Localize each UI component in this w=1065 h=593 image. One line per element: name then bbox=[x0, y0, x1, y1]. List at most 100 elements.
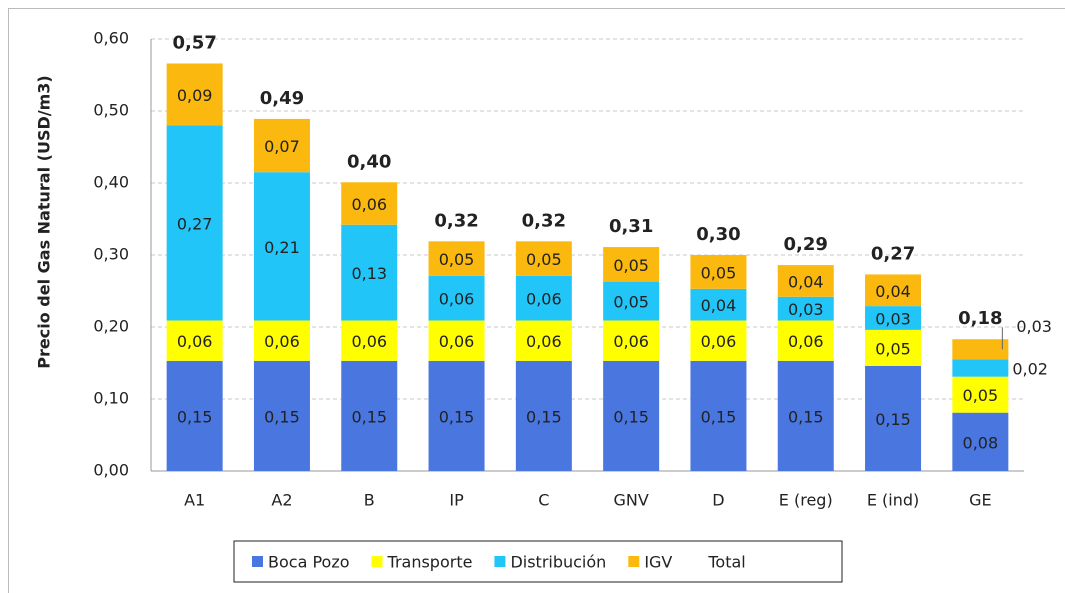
total-label: 0,27 bbox=[871, 243, 915, 264]
bar-segment bbox=[515, 320, 572, 361]
data-label: 0,06 bbox=[439, 290, 475, 309]
bar-segment bbox=[428, 241, 485, 276]
total-label: 0,30 bbox=[696, 224, 740, 245]
bar-segment bbox=[515, 241, 572, 276]
legend-label: Transporte bbox=[387, 553, 473, 572]
bar-segment bbox=[341, 224, 398, 321]
data-label: 0,03 bbox=[875, 310, 911, 329]
data-label: 0,15 bbox=[875, 410, 911, 429]
data-label: 0,07 bbox=[264, 137, 300, 156]
y-tick-label: 0,00 bbox=[93, 461, 129, 480]
bar-segment bbox=[166, 125, 223, 321]
data-label: 0,06 bbox=[701, 332, 737, 351]
bar-segment bbox=[865, 329, 922, 366]
x-tick-label: D bbox=[712, 491, 724, 510]
bar-segment bbox=[253, 118, 310, 173]
legend-swatch bbox=[371, 556, 383, 567]
bar-segment bbox=[515, 275, 572, 321]
total-label: 0,32 bbox=[522, 210, 566, 231]
legend-label: Total bbox=[707, 553, 745, 572]
data-label: 0,05 bbox=[875, 339, 911, 358]
y-tick-label: 0,40 bbox=[93, 173, 129, 192]
x-tick-label: E (reg) bbox=[779, 491, 833, 510]
bar-segment bbox=[428, 275, 485, 321]
data-label: 0,06 bbox=[613, 332, 649, 351]
total-label: 0,18 bbox=[958, 308, 1002, 329]
chart-frame bbox=[8, 8, 1065, 593]
data-label: 0,15 bbox=[439, 407, 475, 426]
data-label: 0,05 bbox=[963, 386, 999, 405]
data-label: 0,21 bbox=[264, 238, 300, 257]
x-tick-label: GNV bbox=[613, 491, 648, 510]
data-label: 0,09 bbox=[177, 86, 213, 105]
bar-segment bbox=[865, 306, 922, 330]
bar-segment bbox=[603, 320, 660, 361]
bar-segment bbox=[865, 365, 922, 471]
legend-label: Distribución bbox=[510, 553, 606, 572]
bar-segment bbox=[777, 265, 834, 297]
data-label: 0,15 bbox=[264, 407, 300, 426]
bar-segment bbox=[603, 281, 660, 321]
bar-segment bbox=[166, 320, 223, 361]
data-label: 0,06 bbox=[177, 332, 213, 351]
total-label: 0,57 bbox=[172, 32, 216, 53]
legend-swatch bbox=[252, 556, 263, 567]
bar-segment bbox=[690, 320, 747, 361]
x-tick-label: E (ind) bbox=[867, 491, 919, 510]
bar-segment bbox=[777, 296, 834, 321]
data-label: 0,04 bbox=[701, 296, 737, 315]
bar-segment bbox=[341, 320, 398, 361]
bar-segment bbox=[253, 320, 310, 361]
y-tick-label: 0,50 bbox=[93, 101, 129, 120]
y-tick-label: 0,30 bbox=[93, 245, 129, 264]
bar-segment bbox=[166, 63, 223, 126]
bar-segment bbox=[777, 320, 834, 361]
bar-segment bbox=[952, 376, 1009, 413]
data-label: 0,05 bbox=[613, 293, 649, 312]
bar-segment bbox=[341, 182, 398, 225]
data-label: 0,03 bbox=[1016, 317, 1052, 336]
data-label: 0,15 bbox=[613, 407, 649, 426]
y-tick-label: 0,10 bbox=[93, 389, 129, 408]
legend-swatch bbox=[494, 556, 506, 567]
data-label: 0,15 bbox=[351, 407, 387, 426]
bar-segment bbox=[952, 412, 1009, 471]
bar-segment bbox=[166, 360, 223, 471]
legend-swatch bbox=[628, 556, 640, 567]
legend-label: IGV bbox=[644, 553, 672, 572]
bar-segment bbox=[690, 360, 747, 471]
x-tick-label: A2 bbox=[271, 491, 292, 510]
data-label: 0,05 bbox=[701, 263, 737, 282]
data-label: 0,04 bbox=[788, 272, 824, 291]
total-label: 0,32 bbox=[434, 210, 478, 231]
y-tick-label: 0,60 bbox=[93, 29, 129, 48]
total-label: 0,31 bbox=[609, 216, 653, 237]
x-tick-label: IP bbox=[449, 491, 464, 510]
bar-segment bbox=[341, 360, 398, 471]
data-label: 0,06 bbox=[351, 195, 387, 214]
legend-label: Boca Pozo bbox=[268, 553, 350, 572]
data-label: 0,15 bbox=[788, 407, 824, 426]
data-label: 0,05 bbox=[613, 256, 649, 275]
x-tick-label: A1 bbox=[184, 491, 205, 510]
bar-segment bbox=[253, 172, 310, 321]
bar-segment bbox=[428, 320, 485, 361]
bar-segment bbox=[690, 288, 747, 321]
total-label: 0,29 bbox=[784, 234, 828, 255]
bar-segment bbox=[952, 339, 1009, 360]
bar-segment bbox=[253, 360, 310, 471]
data-label: 0,06 bbox=[351, 332, 387, 351]
data-label: 0,02 bbox=[1012, 360, 1048, 379]
bar-segment bbox=[952, 359, 1009, 377]
data-label: 0,08 bbox=[963, 433, 999, 452]
bar-segment bbox=[603, 360, 660, 471]
total-label: 0,49 bbox=[260, 88, 304, 109]
data-label: 0,27 bbox=[177, 214, 213, 233]
data-label: 0,06 bbox=[439, 332, 475, 351]
bar-segment bbox=[428, 360, 485, 471]
total-label: 0,40 bbox=[347, 151, 391, 172]
data-label: 0,05 bbox=[439, 250, 475, 269]
bar-segment bbox=[690, 255, 747, 289]
x-tick-label: C bbox=[538, 491, 549, 510]
